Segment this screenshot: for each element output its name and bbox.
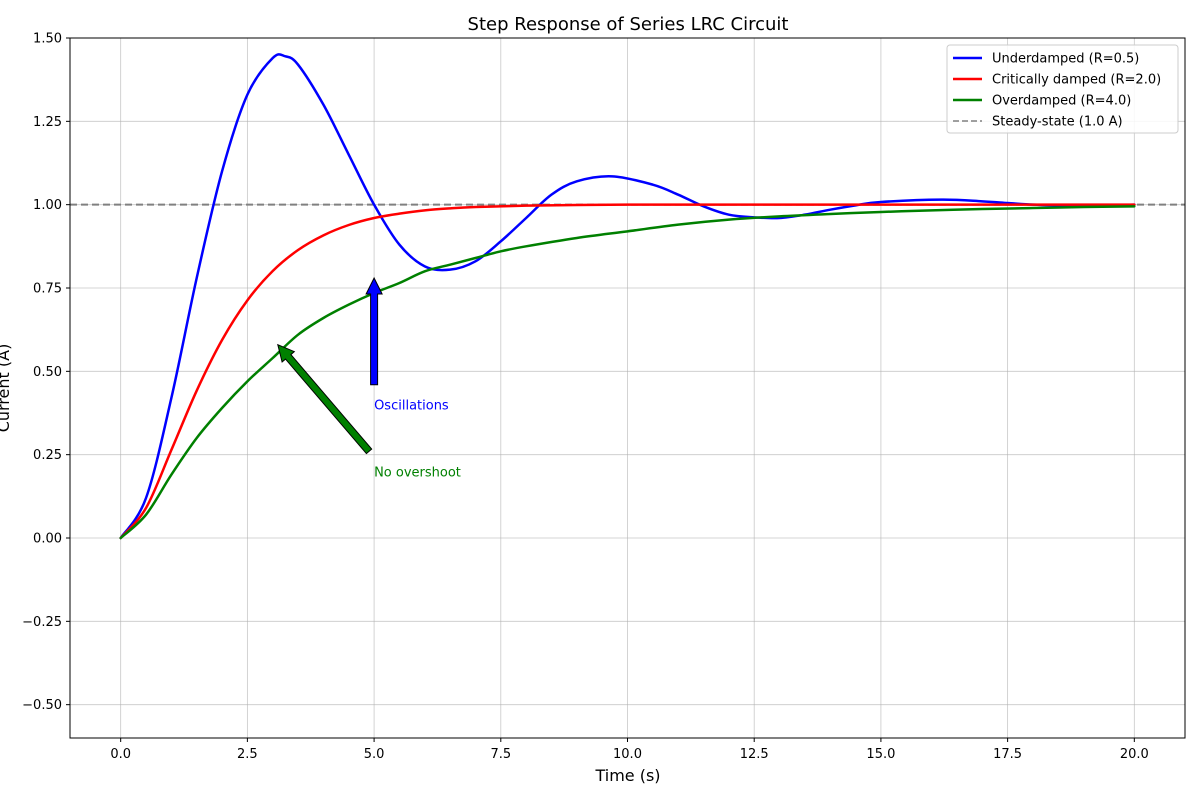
legend-label: Steady-state (1.0 A) <box>992 115 1123 130</box>
x-axis-label: Time (s) <box>594 766 660 785</box>
x-tick-label: 20.0 <box>1120 747 1149 762</box>
legend: Underdamped (R=0.5) Critically damped (R=… <box>946 44 1179 134</box>
x-tick-label: 12.5 <box>740 747 769 762</box>
x-tick-label: 2.5 <box>237 747 258 762</box>
annotations: Oscillations No overshoot <box>277 276 461 480</box>
y-tick-label: −0.25 <box>22 615 62 630</box>
legend-box <box>946 44 1179 134</box>
x-tick-label: 7.5 <box>490 747 511 762</box>
series-layer <box>119 53 1136 540</box>
x-tick-label: 5.0 <box>364 747 385 762</box>
legend-label: Overdamped (R=4.0) <box>992 94 1131 109</box>
chart-title: Step Response of Series LRC Circuit <box>468 14 789 35</box>
x-tick-label: 15.0 <box>866 747 895 762</box>
series-line-3 <box>119 205 1136 540</box>
legend-label: Underdamped (R=0.5) <box>992 52 1139 67</box>
y-tick-label: 1.25 <box>33 115 62 130</box>
y-tick-label: 0.00 <box>33 532 62 547</box>
y-tick-label: −0.50 <box>22 698 62 713</box>
y-tick-label: 1.00 <box>33 198 62 213</box>
series-line-2 <box>119 203 1136 540</box>
series-line-1 <box>119 53 1136 540</box>
annotation-text-1: Oscillations <box>374 399 449 414</box>
y-tick-label: 0.75 <box>33 282 62 297</box>
x-tick-label: 0.0 <box>110 747 131 762</box>
grid <box>70 37 1185 738</box>
y-tick-label: 0.25 <box>33 448 62 463</box>
y-axis-label: Current (A) <box>0 344 13 433</box>
axes: 0.0 2.5 5.0 7.5 10.0 12.5 15.0 17.5 20.0 −0.50 −0.… <box>22 32 1149 763</box>
x-tick-label: 17.5 <box>993 747 1022 762</box>
legend-label: Critically damped (R=2.0) <box>992 73 1161 88</box>
x-tick-label: 10.0 <box>613 747 642 762</box>
annotation-arrow-1 <box>365 276 383 386</box>
y-tick-label: 1.50 <box>33 32 62 47</box>
annotation-text-2: No overshoot <box>374 465 461 480</box>
annotation-arrow-2 <box>277 343 373 455</box>
y-tick-label: 0.50 <box>33 365 62 380</box>
